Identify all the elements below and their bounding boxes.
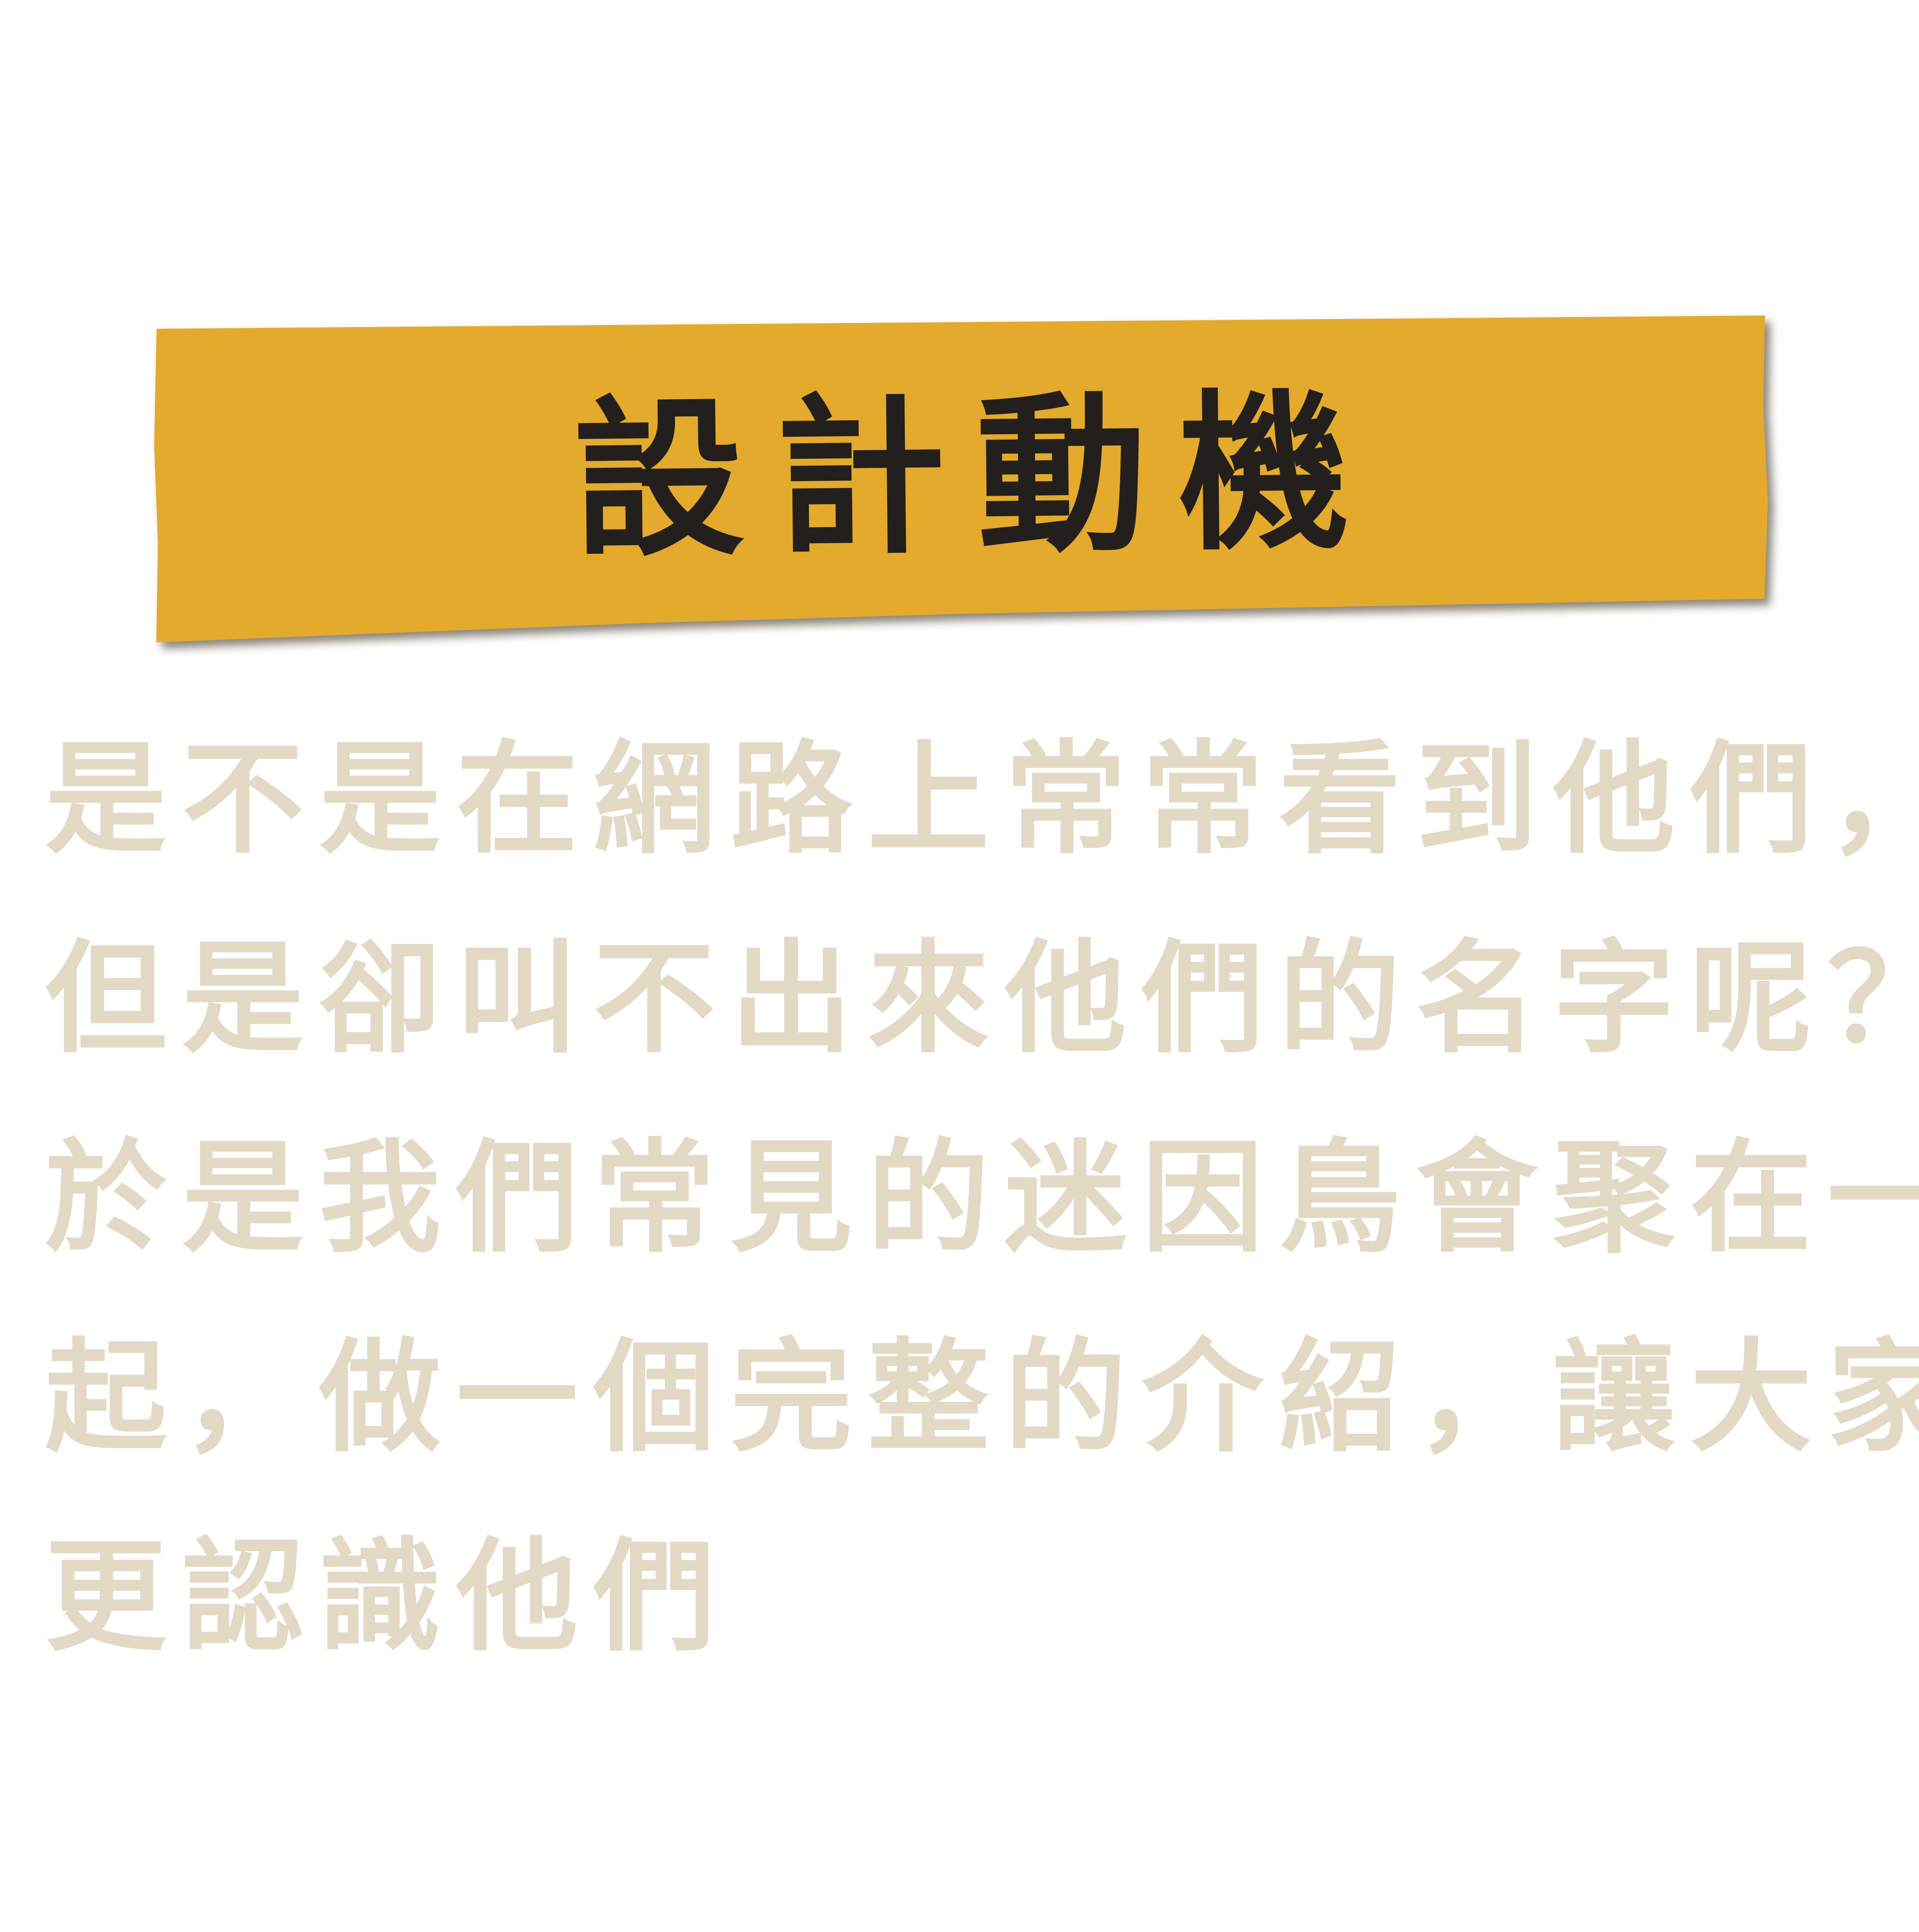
description-line-1: 是不是在網路上常常看到他們， [45,729,1919,871]
description-line-3: 於是我們常見的迷因鳥會聚在一 [45,1128,1919,1269]
description-line-2: 但是卻叫不出來他們的名字呢？ [45,928,1919,1070]
description-line-4: 起，做一個完整的介紹，讓大家 [45,1327,1919,1469]
paper-tape-shape [154,315,1768,643]
description-text: 是不是在網路上常常看到他們， 但是卻叫不出來他們的名字呢？ 於是我們常見的迷因鳥… [45,717,1919,1714]
title-banner: 設計動機 [153,312,1769,643]
description-line-5: 更認識他們 [45,1527,730,1668]
banner-title: 設計動機 [572,373,1381,581]
